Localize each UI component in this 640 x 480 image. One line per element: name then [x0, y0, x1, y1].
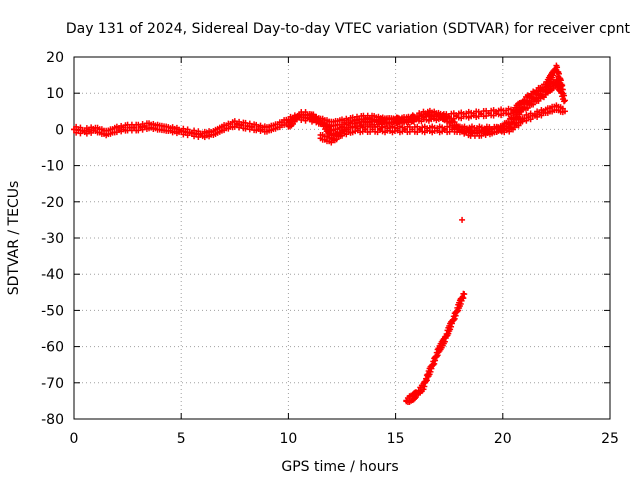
data-point [428, 365, 435, 372]
y-tick-label: -20 [41, 195, 64, 211]
y-tick-label: -60 [41, 340, 64, 356]
data-point [559, 86, 566, 93]
y-tick-label: -30 [41, 231, 64, 247]
data-point [77, 124, 84, 131]
data-point [434, 352, 441, 359]
data-point [450, 316, 457, 323]
data-point [420, 386, 427, 393]
x-tick-label: 10 [279, 431, 297, 447]
x-tick-label: 0 [70, 431, 79, 447]
axis-ticks: 0 5 10 15 20 25 -80 -70 -60 -50 -40 -30 -20 -10 0 10 20 [41, 50, 619, 447]
data-point [527, 116, 534, 123]
gridlines [74, 57, 610, 419]
x-tick-label: 20 [494, 431, 512, 447]
y-axis-title: SDTVAR / TECUs [6, 181, 22, 296]
y-tick-label: -10 [41, 159, 64, 175]
y-tick-label: 0 [55, 122, 64, 138]
data-point [448, 323, 455, 330]
data-point [561, 97, 568, 104]
data-point [333, 136, 340, 143]
y-tick-label: 20 [46, 50, 64, 66]
data-point [451, 315, 458, 322]
data-point [459, 216, 466, 223]
x-tick-label: 5 [177, 431, 186, 447]
y-tick-label: 10 [46, 86, 64, 102]
data-point [561, 92, 568, 99]
data-point [431, 360, 438, 367]
data-point [561, 108, 568, 115]
x-tick-label: 25 [601, 431, 619, 447]
data-point [561, 98, 568, 105]
data-point [457, 300, 464, 307]
y-tick-label: -70 [41, 376, 64, 392]
chart-title: Day 131 of 2024, Sidereal Day-to-day VTE… [66, 21, 631, 37]
data-point [423, 377, 430, 384]
data-point [423, 378, 430, 385]
data-point [452, 312, 459, 319]
data-point [524, 105, 531, 112]
data-point [530, 101, 537, 108]
data-point [523, 117, 530, 124]
y-tick-label: -50 [41, 303, 64, 319]
data-point [524, 97, 531, 104]
y-tick-label: -40 [41, 267, 64, 283]
data-point [461, 291, 468, 298]
y-tick-label: -80 [41, 412, 64, 428]
x-tick-label: 15 [387, 431, 405, 447]
x-axis-title: GPS time / hours [281, 459, 398, 475]
data-points [71, 62, 568, 406]
data-point [530, 94, 537, 101]
data-point [441, 338, 448, 345]
